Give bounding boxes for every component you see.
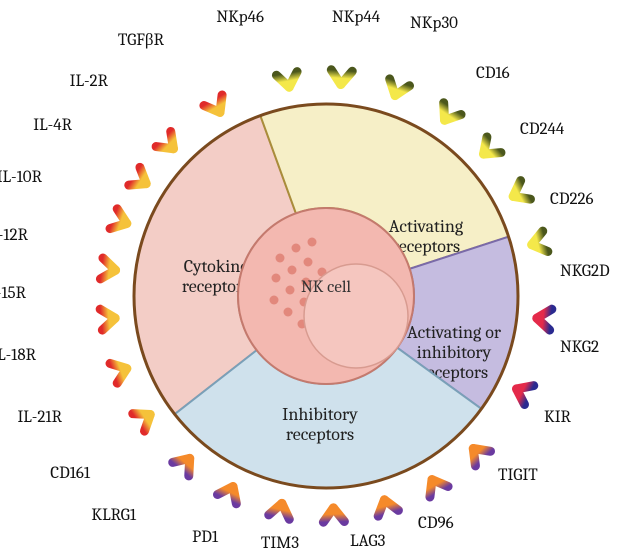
- nk-cell-label: NK cell: [301, 278, 351, 297]
- granule-dot: [304, 258, 313, 267]
- receptor-CD161: [173, 436, 211, 476]
- receptor-CD96: [413, 457, 448, 497]
- receptor-label-NKG2D: NKG2D: [560, 262, 610, 281]
- receptor-label-IL21R: IL-21R: [17, 408, 62, 427]
- receptor-label-CD244: CD244: [520, 120, 564, 139]
- receptor-label-LAG3: LAG3: [350, 532, 385, 551]
- receptor-label-PD1: PD1: [192, 528, 218, 547]
- receptor-label-TIM3: TIM3: [261, 534, 299, 553]
- receptor-label-CD96: CD96: [418, 514, 454, 533]
- receptor-label-CD16: CD16: [476, 64, 510, 83]
- receptor-label-NKp30: NKp30: [410, 14, 458, 33]
- receptor-label-KIR: KIR: [544, 408, 571, 427]
- receptor-IL15R: [100, 306, 136, 330]
- receptor-IL4R: [129, 167, 169, 203]
- sector-label-inhibitory: Inhibitory: [282, 404, 358, 425]
- receptor-label-NKG2: NKG2: [560, 338, 599, 357]
- receptor-label-IL12R: IL-12R: [0, 226, 28, 245]
- receptor-label-IL18R: IL-18R: [0, 346, 36, 365]
- receptor-TIM3: [322, 488, 344, 523]
- receptor-CD244: [462, 137, 501, 175]
- receptor-TIGIT: [452, 427, 491, 466]
- sector-label-mixed: inhibitory: [417, 342, 492, 363]
- receptor-label-IL15R: IL-15R: [0, 284, 26, 303]
- receptor-label-IL2R: IL-2R: [70, 72, 108, 91]
- granule-dot: [284, 308, 293, 317]
- receptor-label-NKp44: NKp44: [332, 8, 380, 27]
- receptor-label-IL4R: IL-4R: [33, 116, 72, 135]
- sector-label-inhibitory: receptors: [286, 424, 354, 445]
- receptor-CD226: [491, 181, 531, 216]
- granule-dot: [270, 296, 279, 305]
- granule-dot: [308, 238, 317, 247]
- receptor-IL2R: [156, 131, 195, 170]
- granule-dot: [292, 244, 301, 253]
- sector-label-activating: Activating: [389, 216, 464, 237]
- granule-dot: [272, 274, 281, 283]
- receptor-NKp44: [329, 70, 352, 105]
- sector-label-mixed: Activating or: [407, 322, 502, 343]
- granule-dot: [276, 254, 285, 263]
- receptor-PD1: [269, 482, 297, 520]
- receptor-label-KLRG1: KLRG1: [91, 506, 136, 525]
- granule-dot: [286, 286, 295, 295]
- receptor-label-TIGIT: TIGIT: [498, 466, 538, 485]
- receptor-IL21R: [133, 395, 173, 431]
- sector-label-cytokine: Cytokine: [184, 256, 249, 277]
- granule-dot: [288, 266, 297, 275]
- receptor-label-IL10R: IL-10R: [0, 168, 42, 187]
- receptor-NKG2: [516, 306, 552, 330]
- receptor-label-CD226: CD226: [550, 190, 594, 209]
- receptor-NKG2D: [510, 231, 548, 260]
- receptor-NKp46: [276, 72, 303, 109]
- receptor-CD16: [425, 103, 461, 143]
- receptor-IL12R: [100, 258, 136, 283]
- receptor-label-TGFBR: TGFβR: [118, 30, 164, 50]
- receptor-label-CD161: CD161: [50, 464, 90, 483]
- receptor-TGFBR: [204, 95, 239, 135]
- receptor-label-NKp46: NKp46: [216, 8, 264, 27]
